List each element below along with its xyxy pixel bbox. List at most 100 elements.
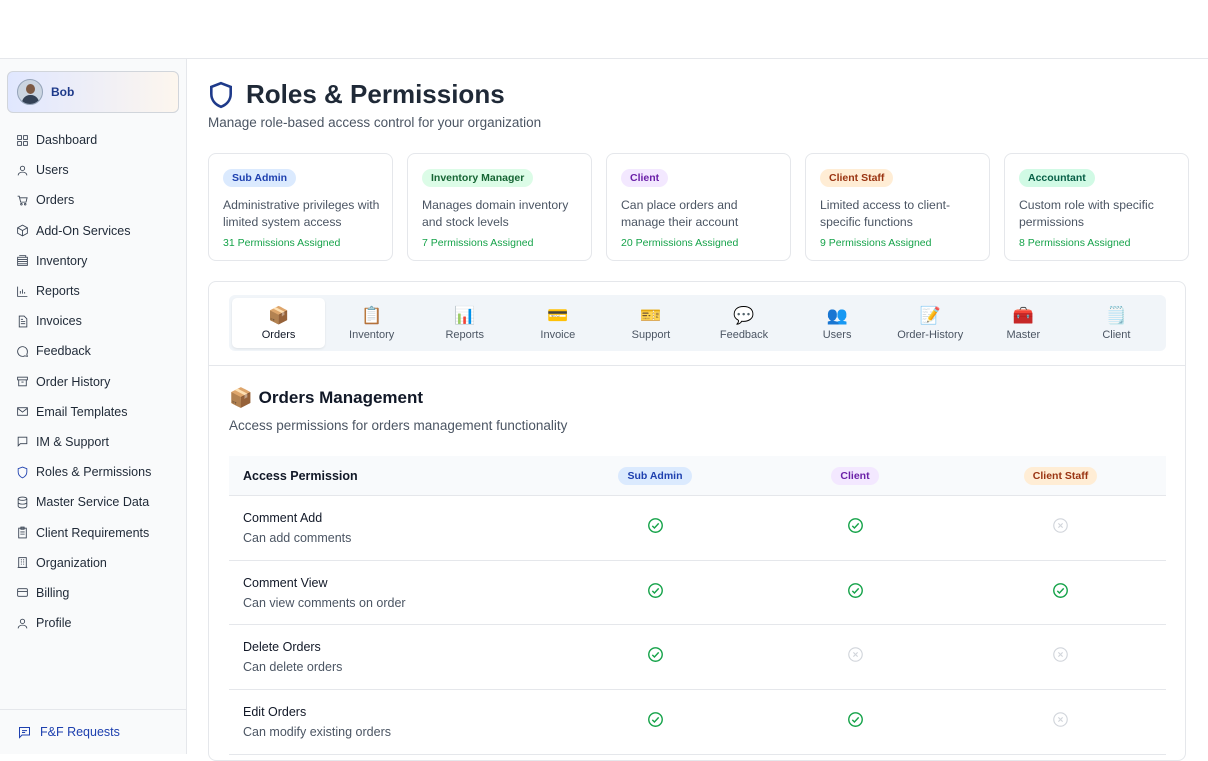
role-permission-count: 8 Permissions Assigned — [1019, 237, 1131, 249]
x-circle-icon[interactable] — [1052, 711, 1069, 733]
tab-label: Master — [1006, 328, 1041, 341]
sidebar-item-users[interactable]: Users — [0, 155, 186, 185]
tab-client[interactable]: 🗒️ Client — [1070, 298, 1163, 348]
x-circle-icon[interactable] — [1052, 517, 1069, 539]
user-name: Bob — [51, 85, 75, 99]
permission-description: Can view comments on order — [243, 595, 406, 610]
sidebar-item-reports[interactable]: Reports — [0, 276, 186, 306]
sidebar-item-add-on-services[interactable]: Add-On Services — [0, 216, 186, 246]
sidebar-nav: Dashboard Users Orders Add-On Services Inven… — [0, 125, 186, 638]
sidebar-item-feedback[interactable]: Feedback — [0, 336, 186, 366]
clipboard-icon — [18, 526, 27, 539]
check-circle-icon[interactable] — [647, 582, 664, 604]
role-badge: Sub Admin — [223, 169, 297, 187]
tab-label: Order-History — [897, 328, 964, 341]
table-row: Comment Add Can add comments — [229, 496, 1166, 561]
page-header: Roles & Permissions — [208, 79, 505, 110]
sidebar-item-label: Orders — [36, 193, 75, 208]
sidebar-item-label: Master Service Data — [36, 495, 150, 510]
dashboard-icon — [17, 134, 28, 146]
shield-icon — [17, 466, 28, 479]
credit-card-icon — [17, 588, 28, 598]
permission-name: Delete Orders — [243, 640, 321, 655]
tab-inventory[interactable]: 📋 Inventory — [325, 298, 418, 348]
package-icon: 📦 — [229, 387, 253, 409]
tab-support[interactable]: 🎫 Support — [604, 298, 697, 348]
mail-icon — [17, 407, 28, 417]
sidebar-item-invoices[interactable]: Invoices — [0, 306, 186, 336]
sidebar-item-billing[interactable]: Billing — [0, 578, 186, 608]
role-card[interactable]: Client Staff Limited access to client-spe… — [805, 153, 990, 261]
role-card[interactable]: Inventory Manager Manages domain inventor… — [407, 153, 592, 261]
sidebar-item-dashboard[interactable]: Dashboard — [0, 125, 186, 155]
sidebar-item-order-history[interactable]: Order History — [0, 367, 186, 397]
role-card[interactable]: Accountant Custom role with specific perm… — [1004, 153, 1189, 261]
invoice-tab-icon: 💳 — [547, 305, 569, 326]
sidebar-item-label: Email Templates — [36, 404, 128, 419]
sidebar-item-profile[interactable]: Profile — [0, 608, 186, 638]
check-circle-icon[interactable] — [1052, 582, 1069, 604]
sidebar-item-email-templates[interactable]: Email Templates — [0, 397, 186, 427]
check-circle-icon[interactable] — [647, 646, 664, 668]
check-circle-icon[interactable] — [647, 711, 664, 733]
order-history-tab-icon: 📝 — [919, 305, 941, 326]
module-tabs: 📦 Orders 📋 Inventory 📊 Reports 💳 Invoice 🎫 Suppor… — [229, 295, 1166, 351]
check-circle-icon[interactable] — [647, 517, 664, 539]
permission-name: Edit Orders — [243, 704, 307, 719]
main-content: Roles & Permissions Manage role-based ac… — [188, 59, 1208, 761]
permission-description: Can add comments — [243, 530, 352, 545]
sidebar-item-label: Profile — [36, 616, 72, 631]
role-description: Can place orders and manage their accoun… — [621, 198, 739, 229]
sidebar-item-label: Add-On Services — [36, 223, 131, 238]
sidebar-item-label: Billing — [36, 585, 70, 600]
tab-orders[interactable]: 📦 Orders — [232, 298, 326, 348]
check-circle-icon[interactable] — [847, 517, 864, 539]
inventory-icon — [17, 255, 28, 267]
sidebar-item-client-requirements[interactable]: Client Requirements — [0, 517, 186, 547]
role-description: Administrative privileges with limited s… — [223, 198, 380, 229]
check-circle-icon[interactable] — [847, 582, 864, 604]
sidebar-item-label: Feedback — [36, 344, 91, 359]
role-card[interactable]: Client Can place orders and manage their … — [606, 153, 791, 261]
x-circle-icon[interactable] — [1052, 646, 1069, 668]
sidebar-item-master-service-data[interactable]: Master Service Data — [0, 487, 186, 517]
role-card[interactable]: Sub Admin Administrative privileges with … — [208, 153, 393, 261]
sidebar-item-roles-permissions[interactable]: Roles & Permissions — [0, 457, 186, 487]
role-permission-count: 20 Permissions Assigned — [621, 237, 739, 249]
sidebar: Bob Dashboard Users Orders Add-On Services I… — [0, 59, 187, 754]
tab-invoice[interactable]: 💳 Invoice — [511, 298, 604, 348]
tab-label: Reports — [445, 328, 484, 341]
tab-reports[interactable]: 📊 Reports — [418, 298, 511, 348]
user-icon — [17, 165, 28, 176]
sidebar-item-organization[interactable]: Organization — [0, 548, 186, 578]
ff-requests-button[interactable]: F&F Requests — [0, 709, 186, 754]
user-icon — [17, 618, 28, 629]
sidebar-item-label: Client Requirements — [36, 525, 150, 540]
master-tab-icon: 🧰 — [1012, 305, 1034, 326]
sidebar-item-im-support[interactable]: IM & Support — [0, 427, 186, 457]
document-icon — [18, 315, 28, 328]
check-circle-icon[interactable] — [847, 711, 864, 733]
sidebar-item-inventory[interactable]: Inventory — [0, 246, 186, 276]
sidebar-item-label: Invoices — [36, 314, 82, 329]
table-header: Access Permission Sub Admin Client Client … — [229, 456, 1166, 496]
tab-order-history[interactable]: 📝 Order-History — [884, 298, 977, 348]
tab-users[interactable]: 👥 Users — [791, 298, 884, 348]
inventory-tab-icon: 📋 — [361, 305, 383, 326]
orders-tab-icon: 📦 — [267, 305, 290, 326]
tab-feedback[interactable]: 💬 Feedback — [697, 298, 790, 348]
role-cards: Sub Admin Administrative privileges with … — [208, 153, 1189, 261]
database-icon — [17, 496, 28, 509]
column-header-role: Client — [831, 466, 879, 485]
page-title: Roles & Permissions — [246, 79, 505, 109]
divider — [209, 365, 1185, 366]
tab-master[interactable]: 🧰 Master — [977, 298, 1070, 348]
sidebar-item-orders[interactable]: Orders — [0, 185, 186, 215]
section-title: 📦 Orders Management — [229, 386, 423, 409]
sidebar-item-label: Order History — [36, 374, 111, 389]
role-badge: Client — [621, 169, 669, 187]
user-card[interactable]: Bob — [7, 71, 179, 113]
role-badge: Accountant — [1019, 169, 1095, 187]
sidebar-item-label: Dashboard — [36, 133, 98, 148]
x-circle-icon[interactable] — [847, 646, 864, 668]
